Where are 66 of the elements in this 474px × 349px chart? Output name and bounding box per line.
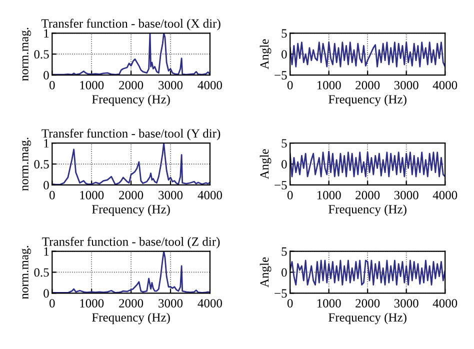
y-tick-label: 0 — [282, 160, 287, 168]
y-axis-title: Angle — [260, 149, 272, 180]
y-axis-title: norm.mag. — [22, 138, 31, 191]
y-axis-title: Angle — [260, 39, 272, 70]
x-tick-label: 4000 — [198, 190, 222, 200]
x-axis-title: Frequency (Hz) — [328, 94, 406, 106]
line-series — [52, 251, 210, 294]
y-tick-label: 1 — [44, 29, 49, 38]
x-tick-label: 3000 — [394, 299, 418, 308]
y-axis-title: norm.mag. — [22, 246, 31, 300]
y-tick-label: 1 — [44, 247, 49, 256]
x-axis-title: Frequency (Hz) — [328, 204, 406, 216]
chart-title: Transfer function - base/tool (Y dir) — [42, 128, 220, 140]
line-series — [290, 42, 446, 68]
y-tick-label: 0 — [282, 268, 287, 277]
x-tick-label: 4000 — [432, 190, 458, 200]
x-axis-title: Frequency (Hz) — [92, 312, 170, 324]
x-tick-label: 3000 — [158, 299, 183, 308]
y-tick-label: 0 — [282, 50, 287, 59]
chart-title: Transfer function - base/tool (Z dir) — [42, 236, 220, 248]
x-tick-label: 1000 — [317, 190, 341, 200]
chart-title: Transfer function - base/tool (X dir) — [41, 18, 220, 30]
x-tick-label: 1000 — [80, 299, 104, 308]
y-tick-label: 5 — [282, 139, 287, 148]
line-series — [52, 143, 210, 185]
x-tick-label: 2000 — [119, 299, 144, 308]
x-tick-label: 4000 — [198, 299, 222, 308]
x-tick-label: 2000 — [119, 190, 144, 200]
x-tick-label: 1000 — [317, 299, 341, 308]
line-series — [290, 150, 446, 178]
x-tick-label: 0 — [287, 190, 293, 200]
x-tick-label: 3000 — [394, 190, 418, 200]
y-tick-label: −5 — [274, 181, 287, 190]
x-tick-label: 4000 — [198, 80, 222, 90]
line-series — [290, 260, 446, 286]
x-tick-label: 0 — [287, 299, 293, 308]
x-tick-label: 3000 — [158, 190, 183, 200]
y-tick-label: 0 — [44, 289, 49, 298]
y-tick-label: −5 — [274, 289, 287, 298]
y-tick-label: 0 — [44, 71, 49, 80]
x-tick-label: 1000 — [317, 80, 341, 90]
y-tick-label: −5 — [274, 71, 287, 80]
y-tick-label: 0.5 — [34, 160, 49, 169]
x-axis-title: Frequency (Hz) — [328, 312, 406, 324]
x-tick-label: 2000 — [356, 190, 380, 200]
x-tick-label: 3000 — [394, 80, 418, 90]
y-tick-label: 0.5 — [34, 50, 49, 59]
x-tick-label: 0 — [287, 80, 293, 90]
x-tick-label: 4000 — [432, 299, 458, 308]
y-axis-title: Angle — [260, 257, 272, 288]
x-axis-title: Frequency (Hz) — [92, 204, 170, 216]
y-axis-title: norm.mag. — [22, 28, 31, 81]
x-tick-label: 2000 — [356, 299, 380, 308]
y-tick-label: 0 — [44, 180, 49, 190]
x-tick-label: 1000 — [80, 80, 104, 90]
x-tick-label: 4000 — [432, 80, 458, 90]
y-tick-label: 5 — [282, 247, 287, 256]
x-axis-title: Frequency (Hz) — [92, 94, 170, 106]
y-tick-label: 1 — [44, 139, 49, 148]
x-tick-label: 2000 — [356, 80, 380, 90]
x-tick-label: 3000 — [158, 80, 183, 90]
x-tick-label: 2000 — [119, 80, 144, 90]
x-tick-label: 1000 — [80, 190, 104, 200]
y-tick-label: 0.5 — [34, 268, 49, 277]
y-tick-label: 5 — [282, 29, 287, 38]
line-series — [52, 33, 210, 76]
